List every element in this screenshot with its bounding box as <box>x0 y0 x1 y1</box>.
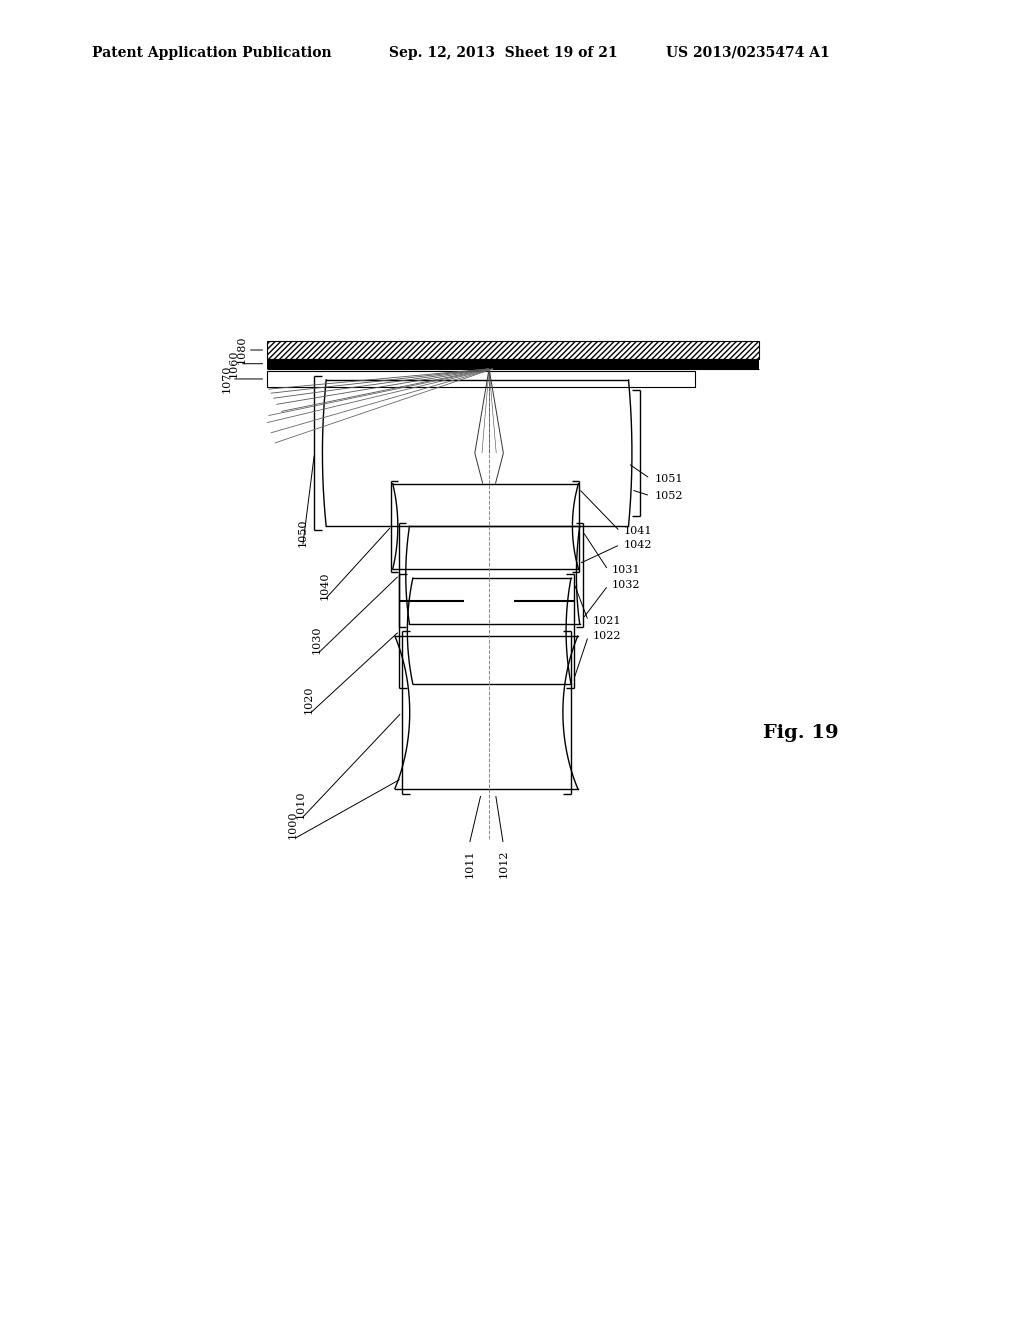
Text: Patent Application Publication: Patent Application Publication <box>92 46 332 59</box>
Text: 1012: 1012 <box>499 850 508 878</box>
Text: 1040: 1040 <box>319 572 330 599</box>
Text: 1080: 1080 <box>237 335 247 364</box>
Text: 1010: 1010 <box>296 791 306 818</box>
Text: 1052: 1052 <box>654 491 683 500</box>
Text: 1042: 1042 <box>624 540 652 549</box>
Text: Sep. 12, 2013  Sheet 19 of 21: Sep. 12, 2013 Sheet 19 of 21 <box>389 46 617 59</box>
Text: 1050: 1050 <box>298 519 307 546</box>
Bar <box>267 359 759 368</box>
Text: 1032: 1032 <box>612 581 641 590</box>
Bar <box>267 342 759 359</box>
Text: 1030: 1030 <box>312 626 322 655</box>
Text: US 2013/0235474 A1: US 2013/0235474 A1 <box>666 46 829 59</box>
Text: Fig. 19: Fig. 19 <box>763 723 839 742</box>
Bar <box>267 371 695 387</box>
Text: 1070: 1070 <box>221 364 231 393</box>
Text: 1021: 1021 <box>592 616 621 626</box>
Text: 1022: 1022 <box>592 631 621 642</box>
Text: 1051: 1051 <box>654 474 683 483</box>
Text: 1000: 1000 <box>288 810 298 840</box>
Text: 1031: 1031 <box>612 565 641 576</box>
Text: 1011: 1011 <box>464 850 474 878</box>
Text: 1060: 1060 <box>229 350 239 378</box>
Text: 1041: 1041 <box>624 527 652 536</box>
Text: 1020: 1020 <box>304 686 314 714</box>
